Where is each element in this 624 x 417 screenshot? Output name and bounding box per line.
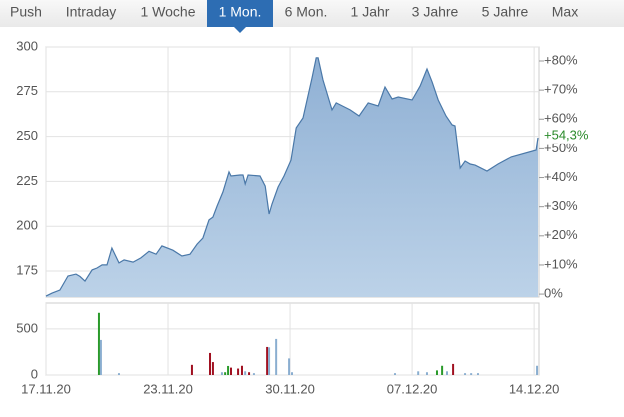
x-tick-label: 23.11.20 xyxy=(143,381,193,396)
volume-bar xyxy=(445,371,448,375)
y-tick-label: 225 xyxy=(16,173,38,188)
tab-label[interactable]: 6 Mon. xyxy=(285,4,328,20)
volume-bar xyxy=(248,372,251,375)
volume-bar xyxy=(244,371,247,375)
x-tick-label: 07.12.20 xyxy=(387,381,438,396)
y-tick-label: 250 xyxy=(16,128,38,143)
tab-label[interactable]: 1 Mon. xyxy=(219,4,262,20)
price-line xyxy=(45,57,539,297)
tab[interactable]: 1 Woche xyxy=(141,4,196,20)
tab-label[interactable]: Max xyxy=(552,4,578,20)
volume-bar xyxy=(536,365,539,375)
volume-bar xyxy=(268,347,271,375)
change-label: +54,3% xyxy=(544,127,589,142)
volume-bar xyxy=(425,372,428,375)
active-tab-pointer xyxy=(234,27,246,33)
tab[interactable]: 1 Jahr xyxy=(351,4,390,20)
volume-bar xyxy=(435,370,438,375)
volume-bar xyxy=(224,372,227,375)
volume-bar xyxy=(99,339,102,375)
y2-tick-label: +70% xyxy=(544,82,578,97)
tab[interactable]: 3 Jahre xyxy=(412,4,459,20)
volume-bar xyxy=(117,373,120,375)
price-area xyxy=(46,57,539,298)
volume-bar xyxy=(97,312,100,375)
y-tick-label: 200 xyxy=(16,218,38,233)
volume-bar xyxy=(220,372,223,375)
y2-tick-label: +20% xyxy=(544,227,578,242)
volume-bar xyxy=(275,338,278,375)
tab[interactable]: 1 Mon. xyxy=(207,0,273,33)
volume-bar xyxy=(190,364,193,375)
y-tick-label: 275 xyxy=(16,83,38,98)
y-tick-label: 175 xyxy=(16,262,38,277)
volume-bar xyxy=(476,373,479,375)
volume-bar xyxy=(209,352,212,375)
annotation-bg xyxy=(542,127,600,144)
y-tick-label: 300 xyxy=(16,38,38,53)
y2-tick-label: +40% xyxy=(544,169,578,184)
volume-bar xyxy=(291,372,294,375)
x-tick-label: 14.12.20 xyxy=(509,381,560,396)
tab[interactable]: Push xyxy=(10,4,42,20)
volume-bar xyxy=(229,367,232,375)
volume-bar xyxy=(288,358,291,375)
tab[interactable]: 6 Mon. xyxy=(285,4,328,20)
y2-tick-label: +80% xyxy=(544,52,578,67)
volume-bar xyxy=(227,365,230,375)
volume-bar xyxy=(452,363,455,375)
volume-bar xyxy=(470,373,473,375)
volume-bar xyxy=(464,373,467,375)
y2-tick-label: +30% xyxy=(544,198,578,213)
tab-label[interactable]: Push xyxy=(10,4,42,20)
tab-label[interactable]: 1 Jahr xyxy=(351,4,390,20)
volume-bar xyxy=(266,346,269,375)
volume-plot-frame xyxy=(45,302,540,376)
y2-tick-label: 0% xyxy=(544,286,563,301)
y-tick-label: 500 xyxy=(16,320,38,335)
volume-bar xyxy=(240,365,243,375)
tab[interactable]: 5 Jahre xyxy=(482,4,529,20)
volume-bar xyxy=(394,373,397,375)
y2-tick-label: +60% xyxy=(544,111,578,126)
volume-bar xyxy=(211,362,214,375)
tab[interactable]: Intraday xyxy=(66,4,117,20)
tab-bar xyxy=(0,0,624,27)
tab[interactable]: Max xyxy=(552,4,578,20)
volume-bar xyxy=(417,371,420,375)
volume-bar xyxy=(252,373,255,375)
x-tick-label: 17.11.20 xyxy=(21,381,71,396)
active-tab-bg xyxy=(207,0,273,27)
y-tick-label: 0 xyxy=(31,366,38,381)
x-tick-label: 30.11.20 xyxy=(265,381,315,396)
y2-tick-label: +10% xyxy=(544,256,578,271)
tab-label[interactable]: 1 Woche xyxy=(141,4,196,20)
volume-bar xyxy=(237,368,240,375)
tab-label[interactable]: 3 Jahre xyxy=(412,4,459,20)
tab-label[interactable]: Intraday xyxy=(66,4,117,20)
volume-bar xyxy=(441,365,444,375)
tab-label[interactable]: 5 Jahre xyxy=(482,4,529,20)
